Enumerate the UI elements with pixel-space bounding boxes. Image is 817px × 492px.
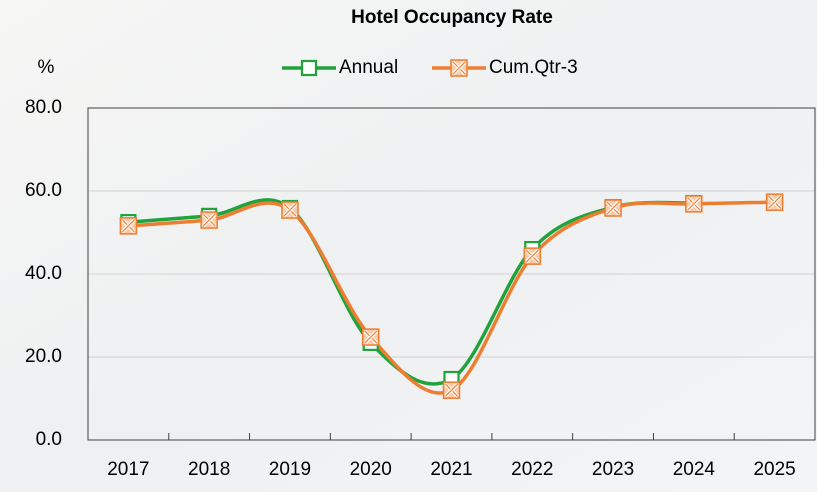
y-tick-label: 20.0 [25,346,62,367]
x-tick-label: 2019 [269,459,311,480]
y-tick-label: 40.0 [25,263,62,284]
legend-marker [302,61,316,75]
marker [686,196,702,212]
marker [363,329,379,345]
y-tick-label: 60.0 [25,180,62,201]
marker [282,202,298,218]
legend-label: Cum.Qtr-3 [489,57,578,78]
y-tick-label: 0.0 [36,429,62,450]
x-tick-label: 2018 [188,459,230,480]
x-tick-label: 2024 [673,459,716,480]
marker [444,382,460,398]
x-tick-label: 2023 [592,459,634,480]
marker [605,200,621,216]
x-tick-label: 2021 [430,459,472,480]
x-tick-label: 2025 [753,459,795,480]
chart-title: Hotel Occupancy Rate [351,7,553,28]
legend-label: Annual [339,57,398,78]
x-tick-label: 2017 [107,459,149,480]
y-tick-label: 80.0 [25,97,62,118]
background [0,0,817,492]
x-tick-label: 2022 [511,459,553,480]
y-axis-label: % [38,57,55,78]
marker [120,218,136,234]
marker [767,194,783,210]
marker [201,212,217,228]
chart: Hotel Occupancy Rate % 0.0 20.0 40.0 60.0 80… [0,0,817,492]
page: {"chart_data": { "type": "line", "title"… [0,0,817,492]
marker [524,248,540,264]
legend-marker [451,60,467,76]
x-tick-label: 2020 [350,459,392,480]
